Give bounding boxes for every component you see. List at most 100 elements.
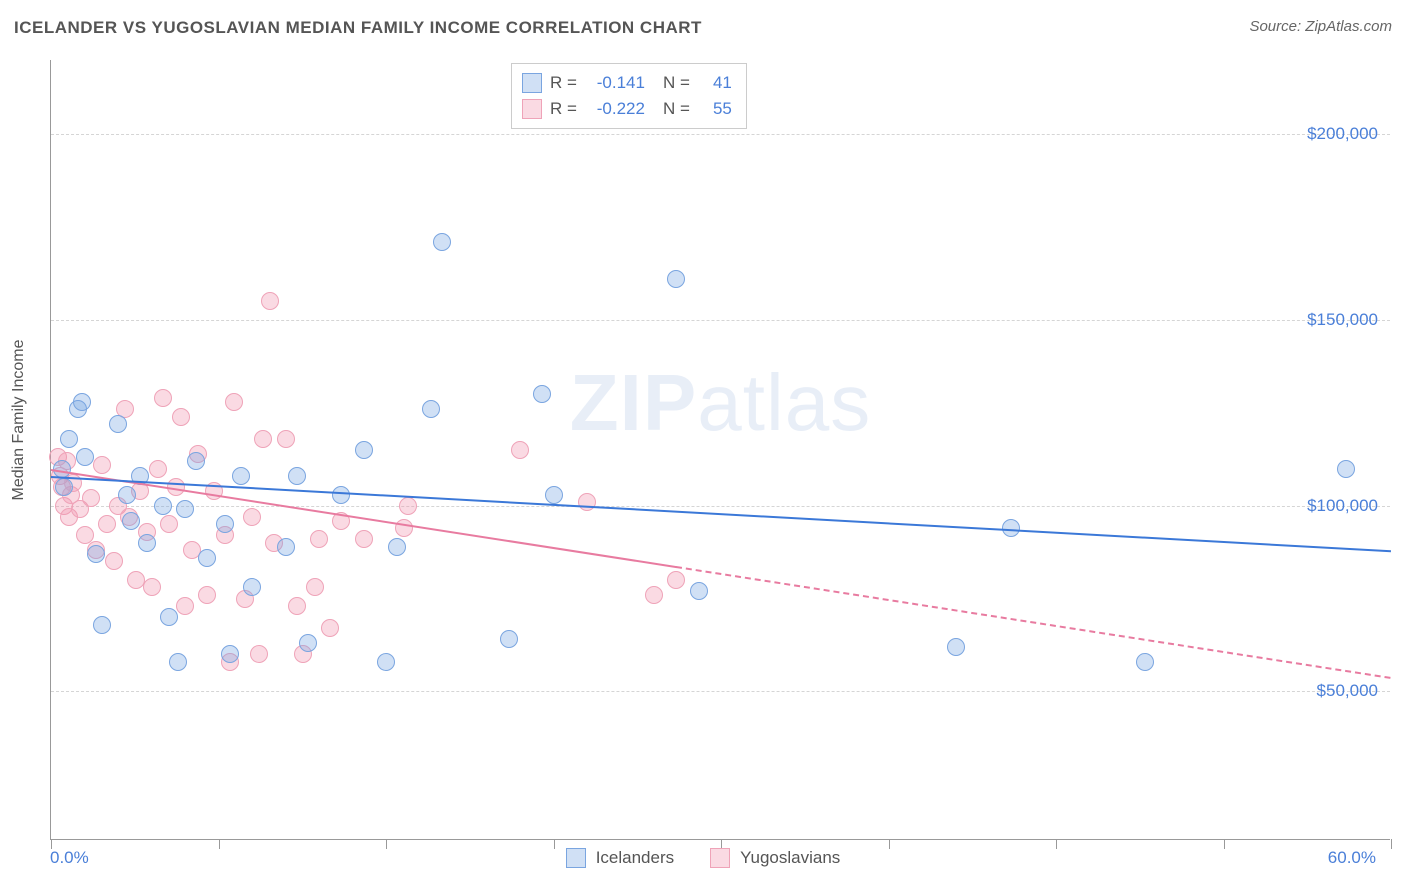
stat-r-value: -0.141: [585, 73, 645, 93]
scatter-point: [160, 515, 178, 533]
chart-title: ICELANDER VS YUGOSLAVIAN MEDIAN FAMILY I…: [14, 18, 702, 37]
scatter-point: [250, 645, 268, 663]
y-tick-label: $150,000: [1307, 310, 1378, 330]
scatter-point: [109, 415, 127, 433]
legend-item: Yugoslavians: [710, 848, 840, 868]
stat-n-label: N =: [663, 99, 690, 119]
scatter-point: [216, 515, 234, 533]
scatter-point: [176, 597, 194, 615]
scatter-point: [118, 486, 136, 504]
stats-row: R =-0.141N =41: [522, 70, 732, 96]
y-tick-label: $50,000: [1317, 681, 1378, 701]
scatter-point: [98, 515, 116, 533]
scatter-point: [149, 460, 167, 478]
legend-swatch: [522, 99, 542, 119]
stat-r-label: R =: [550, 73, 577, 93]
scatter-point: [288, 467, 306, 485]
scatter-point: [261, 292, 279, 310]
gridline-h: [51, 691, 1390, 692]
y-tick-label: $100,000: [1307, 496, 1378, 516]
stats-box: R =-0.141N =41R =-0.222N =55: [511, 63, 747, 129]
watermark: ZIPatlas: [570, 357, 871, 449]
scatter-point: [377, 653, 395, 671]
legend-swatch: [522, 73, 542, 93]
y-axis-title: Median Family Income: [10, 340, 28, 501]
scatter-point: [232, 467, 250, 485]
stat-r-label: R =: [550, 99, 577, 119]
scatter-point: [578, 493, 596, 511]
gridline-h: [51, 134, 1390, 135]
scatter-point: [243, 578, 261, 596]
scatter-point: [545, 486, 563, 504]
scatter-point: [93, 456, 111, 474]
legend-label: Yugoslavians: [740, 848, 840, 868]
scatter-point: [82, 489, 100, 507]
scatter-point: [500, 630, 518, 648]
scatter-point: [169, 653, 187, 671]
watermark-atlas: atlas: [697, 358, 871, 447]
scatter-point: [277, 430, 295, 448]
scatter-point: [187, 452, 205, 470]
scatter-point: [310, 530, 328, 548]
scatter-point: [198, 586, 216, 604]
scatter-point: [388, 538, 406, 556]
watermark-zip: ZIP: [570, 358, 697, 447]
scatter-point: [105, 552, 123, 570]
scatter-point: [355, 441, 373, 459]
scatter-point: [122, 512, 140, 530]
chart-source: Source: ZipAtlas.com: [1249, 18, 1392, 35]
stat-n-label: N =: [663, 73, 690, 93]
scatter-point: [143, 578, 161, 596]
scatter-point: [399, 497, 417, 515]
chart-container: ICELANDER VS YUGOSLAVIAN MEDIAN FAMILY I…: [0, 0, 1406, 892]
stat-n-value: 55: [698, 99, 732, 119]
scatter-point: [93, 616, 111, 634]
trend-line-extrapolated: [676, 566, 1391, 679]
legend-swatch: [710, 848, 730, 868]
scatter-point: [87, 545, 105, 563]
scatter-point: [154, 389, 172, 407]
scatter-point: [53, 460, 71, 478]
scatter-point: [533, 385, 551, 403]
scatter-point: [176, 500, 194, 518]
scatter-point: [172, 408, 190, 426]
scatter-point: [198, 549, 216, 567]
gridline-h: [51, 506, 1390, 507]
scatter-point: [321, 619, 339, 637]
scatter-point: [154, 497, 172, 515]
scatter-point: [277, 538, 295, 556]
plot-area: ZIPatlas R =-0.141N =41R =-0.222N =55 $5…: [50, 60, 1390, 840]
scatter-point: [254, 430, 272, 448]
scatter-point: [288, 597, 306, 615]
scatter-point: [306, 578, 324, 596]
scatter-point: [160, 608, 178, 626]
gridline-h: [51, 320, 1390, 321]
scatter-point: [667, 571, 685, 589]
scatter-point: [243, 508, 261, 526]
scatter-point: [73, 393, 91, 411]
scatter-point: [60, 430, 78, 448]
scatter-point: [355, 530, 373, 548]
scatter-point: [1136, 653, 1154, 671]
legend-item: Icelanders: [566, 848, 674, 868]
scatter-point: [433, 233, 451, 251]
stats-row: R = -0.222 N = 55: [522, 96, 732, 122]
scatter-point: [221, 645, 239, 663]
scatter-point: [947, 638, 965, 656]
trend-line: [51, 469, 677, 568]
scatter-point: [299, 634, 317, 652]
scatter-point: [76, 448, 94, 466]
stat-r-value: -0.222: [585, 99, 645, 119]
y-tick-label: $200,000: [1307, 124, 1378, 144]
scatter-point: [667, 270, 685, 288]
scatter-point: [225, 393, 243, 411]
scatter-point: [55, 478, 73, 496]
scatter-point: [511, 441, 529, 459]
scatter-point: [395, 519, 413, 537]
chart-header: ICELANDER VS YUGOSLAVIAN MEDIAN FAMILY I…: [14, 18, 1392, 48]
scatter-point: [332, 486, 350, 504]
scatter-point: [422, 400, 440, 418]
legend-swatch: [566, 848, 586, 868]
scatter-point: [138, 534, 156, 552]
scatter-point: [645, 586, 663, 604]
